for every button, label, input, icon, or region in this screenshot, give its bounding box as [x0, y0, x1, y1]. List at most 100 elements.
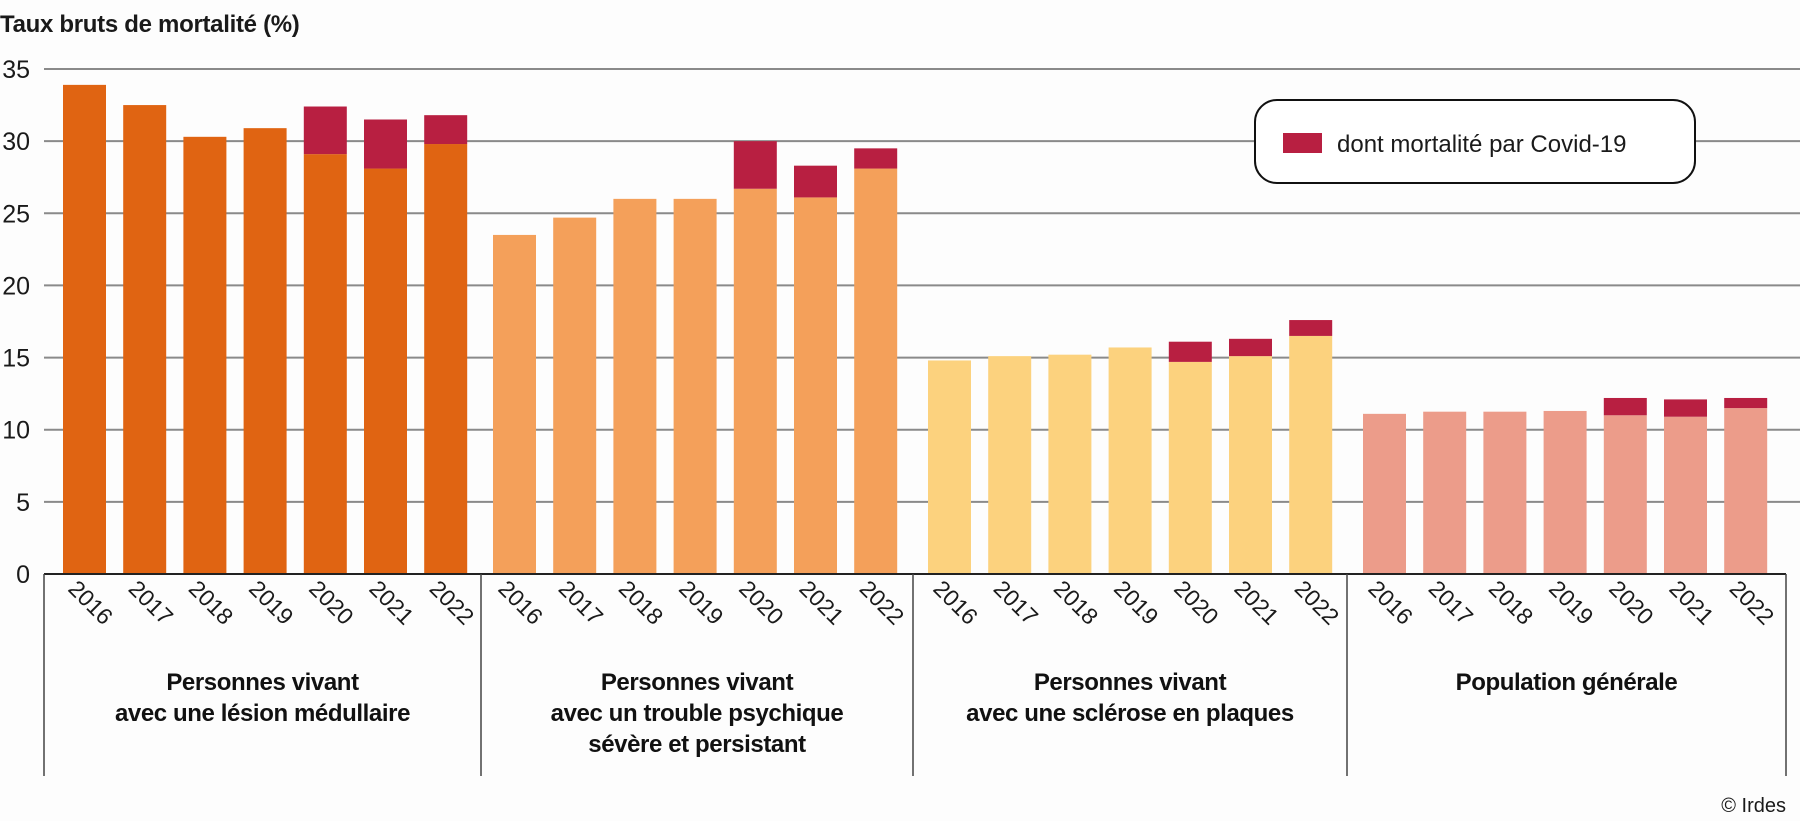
year-label-2019: 2019 [674, 575, 729, 630]
legend-swatch-covid [1283, 133, 1322, 153]
bar-2020-base [303, 154, 347, 574]
year-label-2016: 2016 [928, 575, 983, 630]
year-label-2019: 2019 [1109, 575, 1164, 630]
bar-2020-covid [733, 141, 777, 189]
year-label-2017: 2017 [989, 575, 1044, 630]
bar-2018-base [183, 136, 227, 575]
bar-2019-base [1543, 410, 1587, 574]
bar-2020-covid [1168, 341, 1212, 362]
year-labels: 2016 2017 2018 2019 2020 2021 2022 2016 2017 2018… [63, 575, 1779, 630]
bar-2021-covid [794, 165, 837, 198]
year-label-2021: 2021 [1229, 575, 1284, 630]
group-label-line: avec un trouble psychique [551, 700, 844, 727]
bar-2016-base [493, 234, 536, 574]
bar-2016-base [63, 84, 106, 574]
year-label-2019: 2019 [244, 575, 299, 630]
group-label-line: Personnes vivant [1034, 669, 1227, 696]
group-label-line: avec une sclérose en plaques [966, 700, 1294, 727]
bar-2021-base [1664, 416, 1707, 574]
year-label-2020: 2020 [734, 575, 789, 630]
year-label-2020: 2020 [1169, 575, 1224, 630]
legend-label-covid: dont mortalité par Covid-19 [1337, 131, 1626, 158]
bar-2022-base [424, 144, 468, 574]
bar-2016-base [1363, 413, 1406, 574]
group-label-line: avec une lésion médullaire [115, 700, 410, 727]
y-tick-label: 5 [16, 489, 30, 517]
bar-2017-base [553, 217, 597, 574]
year-label-2017: 2017 [1424, 575, 1479, 630]
y-axis-ticks: 0 5 10 15 20 25 30 35 [2, 56, 30, 589]
bar-2020-base [1168, 361, 1212, 574]
year-label-2018: 2018 [1484, 575, 1539, 630]
year-label-2022: 2022 [425, 575, 480, 630]
year-label-2017: 2017 [124, 575, 179, 630]
bar-2020-base [1603, 415, 1647, 574]
year-label-2018: 2018 [184, 575, 239, 630]
bar-2021-base [1229, 356, 1272, 574]
year-label-2021: 2021 [1664, 575, 1719, 630]
bar-group-4 [1363, 397, 1768, 574]
bar-2018-base [613, 198, 657, 574]
year-label-2018: 2018 [1049, 575, 1104, 630]
year-label-2020: 2020 [1604, 575, 1659, 630]
year-label-2016: 2016 [493, 575, 548, 630]
bar-2018-base [1048, 354, 1092, 574]
bar-2020-base [733, 188, 777, 574]
bar-2022-base [1289, 335, 1333, 574]
year-label-2020: 2020 [304, 575, 359, 630]
year-label-2022: 2022 [1725, 575, 1780, 630]
year-label-2016: 2016 [63, 575, 118, 630]
year-label-2021: 2021 [364, 575, 419, 630]
bar-2017-base [123, 105, 167, 575]
year-label-2017: 2017 [554, 575, 609, 630]
credit-text: © Irdes [1721, 795, 1786, 817]
bar-2021-covid [1229, 338, 1272, 357]
chart-title: Taux bruts de mortalité (%) [0, 11, 300, 38]
y-tick-label: 15 [2, 345, 30, 373]
y-tick-label: 0 [16, 561, 30, 589]
bar-2022-covid [1289, 320, 1333, 336]
year-label-2022: 2022 [1290, 575, 1345, 630]
bar-2020-covid [303, 106, 347, 155]
group-label-line: Personnes vivant [166, 669, 359, 696]
bar-2021-covid [1664, 399, 1707, 417]
bar-2021-base [794, 197, 837, 574]
year-label-2016: 2016 [1363, 575, 1418, 630]
bar-2018-base [1483, 411, 1527, 574]
bars [63, 84, 1768, 575]
group-label-line: sévère et persistant [588, 731, 806, 758]
bar-group-2 [493, 141, 898, 575]
year-label-2021: 2021 [794, 575, 849, 630]
y-tick-label: 20 [2, 272, 30, 300]
bar-2021-covid [364, 119, 407, 169]
bar-2019-base [673, 198, 717, 574]
year-label-2018: 2018 [614, 575, 669, 630]
year-label-2019: 2019 [1544, 575, 1599, 630]
bar-2019-base [243, 128, 287, 574]
group-label-line: Personnes vivant [601, 669, 794, 696]
bar-2022-covid [424, 115, 468, 145]
legend-box [1254, 99, 1696, 184]
bar-2017-base [988, 356, 1032, 574]
bar-2022-base [854, 168, 898, 575]
group-label-line: Population générale [1456, 669, 1678, 696]
year-label-2022: 2022 [855, 575, 910, 630]
bar-2016-base [928, 360, 971, 574]
x-axis [43, 573, 1787, 776]
bar-2019-base [1108, 347, 1152, 574]
bar-group-3 [928, 320, 1333, 574]
y-tick-label: 35 [2, 56, 30, 84]
bar-2021-base [364, 168, 407, 575]
y-tick-label: 25 [2, 200, 30, 228]
bar-2022-base [1724, 408, 1768, 574]
bar-2020-covid [1603, 397, 1647, 416]
y-tick-label: 30 [2, 128, 30, 156]
bar-2022-covid [854, 148, 898, 169]
group-labels: Personnes vivant avec une lésion médullai… [115, 669, 1678, 758]
bar-group-1 [63, 84, 468, 575]
y-tick-label: 10 [2, 417, 30, 445]
legend: dont mortalité par Covid-19 [1254, 99, 1696, 184]
bar-2017-base [1423, 411, 1467, 574]
bar-2022-covid [1724, 397, 1768, 409]
